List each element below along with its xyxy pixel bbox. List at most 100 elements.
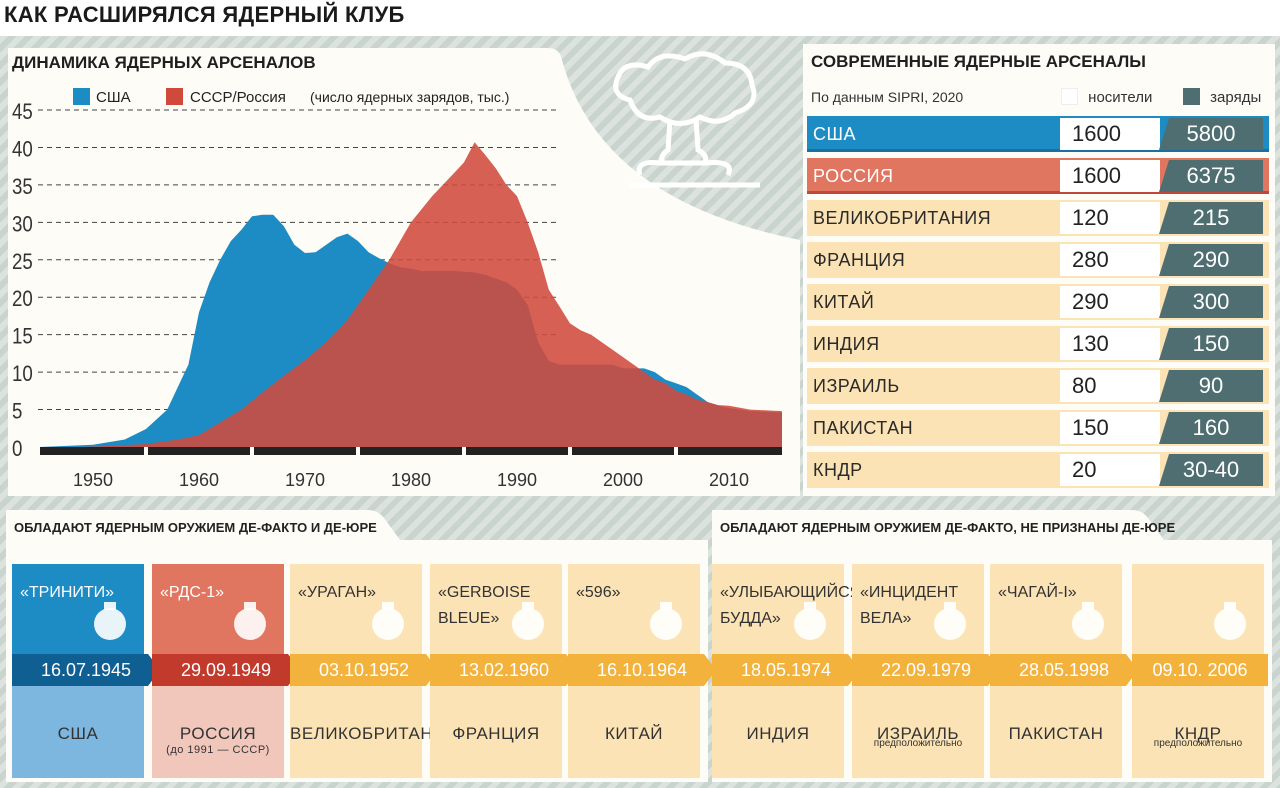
arsenal-warheads: 290 <box>1159 244 1263 276</box>
arsenal-country: ВЕЛИКОБРИТАНИЯ <box>813 208 992 228</box>
page-title: КАК РАСШИРЯЛСЯ ЯДЕРНЫЙ КЛУБ <box>4 2 405 27</box>
arsenal-row: ФРАНЦИЯ 280 290 <box>807 242 1269 278</box>
arsenal-carriers: 120 <box>1060 202 1160 234</box>
arsenal-row: США 1600 5800 <box>807 116 1269 152</box>
bomb-icon <box>934 602 966 640</box>
test-country: ПАКИСТАН <box>990 724 1122 744</box>
test-name: «РДС-1» <box>160 584 225 601</box>
test-country-label: США <box>57 724 99 743</box>
arsenal-carriers: 130 <box>1060 328 1160 360</box>
x-tick-label: 1950 <box>73 470 113 490</box>
legend-warheads: заряды <box>1183 88 1261 106</box>
test-date: 13.02.1960 <box>430 654 578 686</box>
test-date: 16.07.1945 <box>12 654 160 686</box>
missile-icon <box>1072 602 1104 640</box>
x-tick-label: 2010 <box>709 470 749 490</box>
y-tick-label: 5 <box>12 400 22 424</box>
arsenal-row: ВЕЛИКОБРИТАНИЯ 120 215 <box>807 200 1269 236</box>
y-tick-label: 35 <box>12 176 33 200</box>
test-country-label: ПАКИСТАН <box>1008 724 1104 743</box>
test-country: ИЗРАИЛЬ <box>852 724 984 744</box>
helmet-icon <box>234 602 266 640</box>
group1-title: ОБЛАДАЮТ ЯДЕРНЫМ ОРУЖИЕМ ДЕ-ФАКТО И ДЕ-Ю… <box>14 520 377 535</box>
test-name: «GERBOISE BLEUE» <box>438 584 531 627</box>
arsenal-warheads: 90 <box>1159 370 1263 402</box>
test-country: КНДР <box>1132 724 1264 744</box>
y-tick-label: 25 <box>12 250 33 274</box>
mushroom-cloud-icon <box>1214 602 1246 640</box>
test-name: «ИНЦИДЕНТ ВЕЛА» <box>860 584 959 627</box>
legend-label-usa: США <box>96 89 131 106</box>
arsenal-warheads: 6375 <box>1159 160 1263 192</box>
test-date: 18.05.1974 <box>712 654 860 686</box>
shell-icon <box>650 602 682 640</box>
test-name: «УРАГАН» <box>298 584 377 601</box>
arsenal-warheads: 215 <box>1159 202 1263 234</box>
buddha-icon <box>794 602 826 640</box>
legend-carriers-swatch <box>1061 88 1078 105</box>
test-name: «УЛЫБАЮЩИЙСЯ БУДДА» <box>720 584 862 627</box>
arsenal-carriers: 1600 <box>1060 118 1160 150</box>
y-tick-label: 20 <box>12 288 33 312</box>
arsenal-carriers: 1600 <box>1060 160 1160 192</box>
test-country-label: КИТАЙ <box>605 724 663 743</box>
legend-swatch-usa <box>73 88 90 105</box>
legend-carriers-label: носители <box>1088 89 1153 106</box>
arsenal-table: СОВРЕМЕННЫЕ ЯДЕРНЫЕ АРСЕНАЛЫ По данным S… <box>803 44 1275 496</box>
area-series-ussr <box>40 142 782 447</box>
test-country-label: ИНДИЯ <box>746 724 810 743</box>
chart-axis: 1950 1960 1970 1980 1990 2000 2010 <box>40 447 782 490</box>
chart-note: (число ядерных зарядов, тыс.) <box>310 89 509 105</box>
arsenal-carriers: 20 <box>1060 454 1160 486</box>
y-tick-label: 45 <box>12 101 33 125</box>
timeline: ОБЛАДАЮТ ЯДЕРНЫМ ОРУЖИЕМ ДЕ-ФАКТО И ДЕ-Ю… <box>0 510 1280 788</box>
arsenal-source: По данным SIPRI, 2020 <box>811 89 964 105</box>
arsenal-row: КНДР 20 30-40 <box>807 452 1269 488</box>
test-country-label: ВЕЛИКОБРИТАНИЯ <box>290 724 459 743</box>
test-note: предположительно <box>873 738 963 749</box>
test-name: «ТРИНИТИ» <box>20 584 115 601</box>
arsenal-warheads: 160 <box>1159 412 1263 444</box>
legend-label-ussr: СССР/Россия <box>190 89 286 106</box>
chart-panel: 0 5 10 15 20 25 30 35 40 45 1950 1960 1970 1980 1990 2… <box>8 48 800 496</box>
arsenal-row: ИЗРАИЛЬ 80 90 <box>807 368 1269 404</box>
legend-swatch-ussr <box>166 88 183 105</box>
arsenal-title: СОВРЕМЕННЫЕ ЯДЕРНЫЕ АРСЕНАЛЫ <box>811 52 1146 71</box>
arsenal-country: ФРАНЦИЯ <box>813 250 906 270</box>
axis-gap <box>568 447 572 455</box>
test-name: «ЧАГАЙ-I» <box>998 584 1077 601</box>
axis-gap <box>356 447 360 455</box>
arsenal-country: РОССИЯ <box>813 166 894 186</box>
test-date: 22.09.1979 <box>852 654 1000 686</box>
arsenal-country: КИТАЙ <box>813 292 875 312</box>
x-tick-label: 1980 <box>391 470 431 490</box>
arsenal-warheads: 30-40 <box>1159 454 1263 486</box>
arsenal-row: КИТАЙ 290 300 <box>807 284 1269 320</box>
legend-warheads-swatch <box>1183 88 1200 105</box>
test-country: США <box>12 724 144 744</box>
test-country: РОССИЯ (до 1991 — СССР) <box>152 724 284 756</box>
legend-warheads-label: заряды <box>1210 89 1262 106</box>
x-tick-label: 1970 <box>285 470 325 490</box>
arsenal-carriers: 150 <box>1060 412 1160 444</box>
y-tick-label: 30 <box>12 213 33 237</box>
group2-title: ОБЛАДАЮТ ЯДЕРНЫМ ОРУЖИЕМ ДЕ-ФАКТО, НЕ ПР… <box>720 520 1176 535</box>
test-date: 28.05.1998 <box>990 654 1138 686</box>
missile-icon <box>372 602 404 640</box>
arsenal-country: США <box>813 124 857 144</box>
mushroom-cloud-icon <box>613 51 760 188</box>
test-country: ФРАНЦИЯ <box>430 724 562 744</box>
test-country-label: ИЗРАИЛЬ <box>876 724 960 743</box>
test-country-label: ФРАНЦИЯ <box>452 724 540 743</box>
axis-gap <box>144 447 148 455</box>
rocket-icon <box>512 602 544 640</box>
arsenal-row: РОССИЯ 1600 6375 <box>807 158 1269 194</box>
test-date: 03.10.1952 <box>290 654 438 686</box>
x-tick-label: 1960 <box>179 470 219 490</box>
chart-areas <box>40 142 782 447</box>
x-tick-label: 1990 <box>497 470 537 490</box>
y-tick-label: 40 <box>12 138 33 162</box>
axis-gap <box>250 447 254 455</box>
test-country: ИНДИЯ <box>712 724 844 744</box>
axis-gap <box>674 447 678 455</box>
